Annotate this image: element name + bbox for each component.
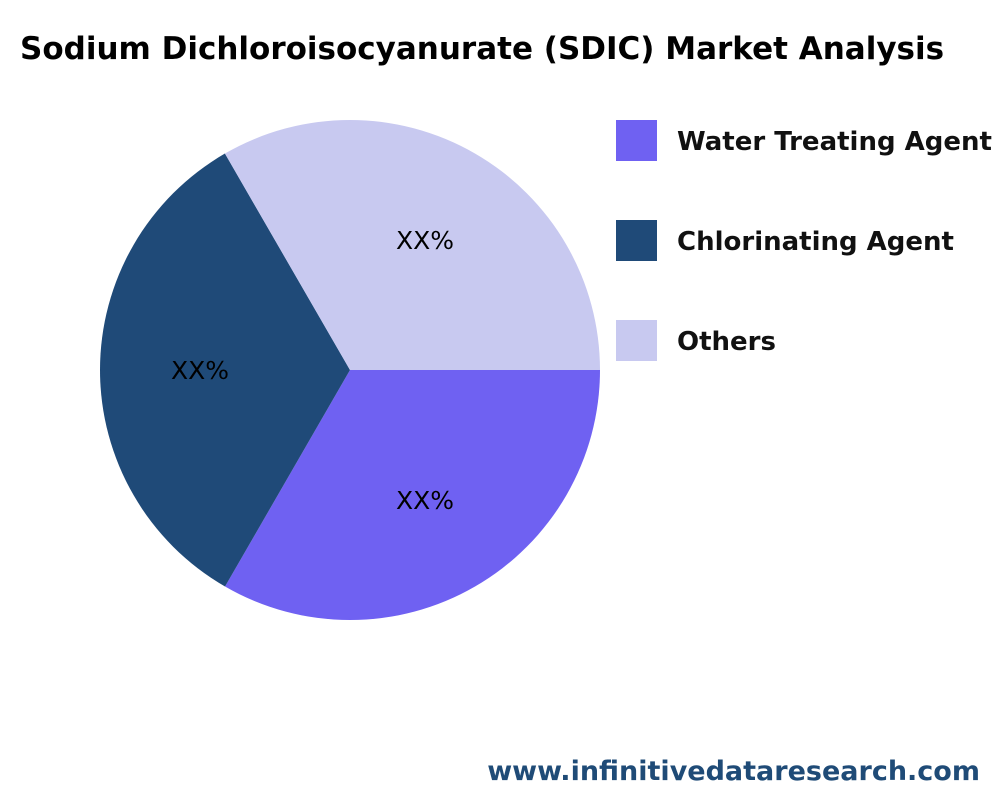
chart-title: Sodium Dichloroisocyanurate (SDIC) Marke… [20,31,944,67]
footer-website[interactable]: www.infinitivedataresearch.com [487,756,980,787]
slice-data-label: XX% [171,356,229,385]
legend-swatch [616,220,657,261]
legend-swatch [616,120,657,161]
legend-swatch [616,320,657,361]
legend-label: Others [677,327,776,357]
legend-label: Water Treating Agent [677,127,992,157]
slice-data-label: XX% [396,486,454,515]
slice-data-label: XX% [396,226,454,255]
pie-slice-chlorinating-agent[interactable] [100,153,350,587]
pie-slice-water-treating-agent[interactable] [225,370,600,621]
legend-label: Chlorinating Agent [677,227,954,257]
pie-slice-others[interactable] [224,119,601,371]
